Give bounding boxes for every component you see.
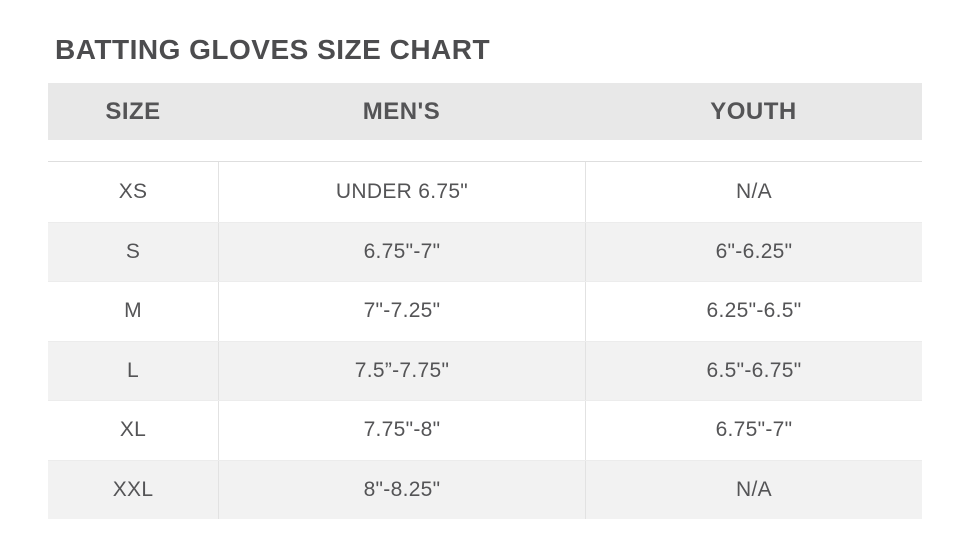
mens-cell: 7.75"-8" (218, 401, 585, 460)
mens-cell: 6.75"-7" (218, 222, 585, 281)
column-header-size: SIZE (105, 97, 161, 125)
table-body: XS UNDER 6.75" N/A S 6.75"-7" 6"-6.25" M… (48, 161, 922, 519)
size-cell: L (127, 358, 139, 382)
youth-cell: 6.75"-7" (585, 401, 922, 460)
column-header-mens: MEN'S (362, 97, 441, 125)
youth-cell: 6.25"-6.5" (585, 282, 922, 341)
mens-cell: 7.5”-7.75" (218, 341, 585, 400)
youth-cell: N/A (585, 460, 922, 519)
table-row: XXL 8"-8.25" N/A (48, 459, 922, 519)
size-cell: XL (119, 418, 147, 442)
page-title: BATTING GLOVES SIZE CHART (55, 34, 491, 65)
table-row: S 6.75"-7" 6"-6.25" (48, 221, 922, 281)
table-header-row: SIZE MEN'S YOUTH (48, 83, 922, 140)
youth-cell: N/A (585, 162, 922, 222)
table-row: XS UNDER 6.75" N/A (48, 162, 922, 222)
mens-cell: UNDER 6.75" (218, 162, 585, 222)
size-cell: XXL (112, 477, 154, 501)
mens-cell: 8"-8.25" (218, 460, 585, 519)
size-cell: XS (118, 179, 148, 203)
column-header-youth: YOUTH (710, 97, 797, 125)
size-cell: S (125, 239, 141, 263)
table-row: XL 7.75"-8" 6.75"-7" (48, 400, 922, 460)
size-chart-table: SIZE MEN'S YOUTH XS UNDER 6.75" N/A S 6.… (48, 83, 922, 519)
table-row: M 7"-7.25" 6.25"-6.5" (48, 281, 922, 341)
youth-cell: 6"-6.25" (585, 222, 922, 281)
size-cell: M (124, 299, 142, 323)
mens-cell: 7"-7.25" (218, 282, 585, 341)
youth-cell: 6.5"-6.75" (585, 341, 922, 400)
table-row: L 7.5”-7.75" 6.5"-6.75" (48, 340, 922, 400)
